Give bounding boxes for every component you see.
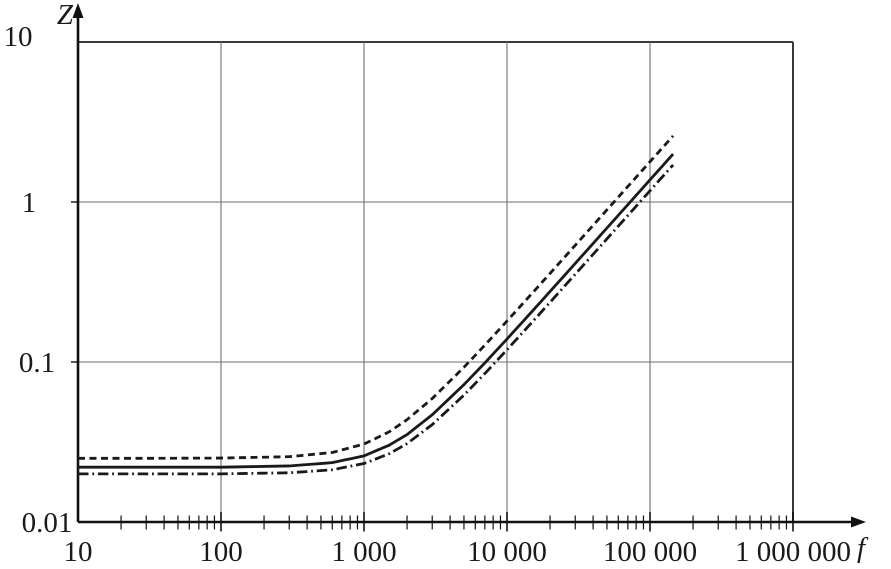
- series-upper-curve: [78, 134, 675, 460]
- x-axis-tick-label: 10 000: [467, 536, 547, 568]
- x-axis-tick-label: 1 000: [331, 536, 396, 568]
- x-axis-tick-label: 100 000: [603, 536, 697, 568]
- y-axis-tick-label: 1: [22, 187, 37, 219]
- y-axis-tick-label: 0.1: [19, 347, 55, 379]
- x-axis-title: f: [857, 532, 869, 564]
- x-axis-tick-label: 10: [64, 536, 93, 568]
- y-axis-tick-label: 10: [4, 21, 33, 53]
- y-axis-arrow-icon: [72, 3, 84, 18]
- x-axis-tick-label: 100: [199, 536, 243, 568]
- series-lower-curve: [78, 163, 675, 476]
- x-axis-tick-label: 1 000 000: [735, 536, 851, 568]
- series-middle-curve: [78, 153, 675, 469]
- y-axis-tick-label: 0.01: [22, 507, 73, 539]
- y-axis-title: Z: [57, 0, 74, 31]
- x-axis-arrow-icon: [851, 516, 866, 528]
